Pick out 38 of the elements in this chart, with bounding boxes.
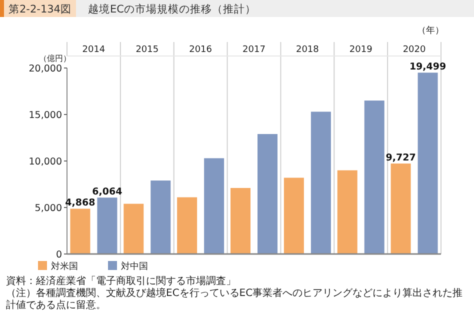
bar — [150, 180, 171, 254]
legend-label: 対米国 — [51, 261, 78, 272]
bar — [70, 208, 90, 254]
legend-label: 対中国 — [121, 261, 148, 272]
x-tick-label: 2015 — [136, 45, 159, 55]
text: （注）各種調査機関、文献及び越境ECを行っているEC事業者へのヒアリングなどにより算出された推計値である点に留意。 — [6, 288, 464, 312]
chart-title: 越境ECの市場規模の推移（推計） — [88, 2, 256, 16]
bar — [204, 158, 224, 254]
y-tick-label: 10,000 — [28, 156, 62, 168]
bar — [364, 100, 384, 254]
y-tick-label: 0 — [56, 250, 62, 260]
chart-subtitle: 第2-2-134図 — [8, 4, 72, 16]
x-tick-label: 2016 — [189, 45, 212, 55]
bar — [124, 204, 144, 254]
bar — [284, 178, 304, 254]
x-axis-title: （年） — [417, 25, 444, 36]
text: 資料：経済産業省「電子商取引に関する市場調査」 — [6, 276, 237, 288]
x-tick-label: 2020 — [402, 45, 426, 55]
bar — [418, 72, 438, 254]
y-axis-title: （億円） — [39, 54, 71, 63]
x-tick-label: 2017 — [242, 45, 266, 55]
data-label: 9,727 — [386, 152, 416, 164]
bar — [310, 112, 331, 254]
data-label: 4,868 — [65, 198, 96, 209]
x-tick-label: 2018 — [296, 45, 320, 55]
bar — [97, 198, 118, 254]
y-tick-label: 20,000 — [28, 64, 62, 74]
y-tick-label: 5,000 — [34, 203, 62, 214]
bar — [230, 188, 250, 254]
bar — [258, 134, 278, 254]
x-tick-label: 2014 — [82, 45, 106, 55]
bar — [177, 197, 198, 254]
bar — [337, 170, 358, 254]
y-tick-label: 15,000 — [28, 110, 62, 121]
x-tick-label: 2019 — [349, 45, 373, 55]
data-label: 6,064 — [92, 186, 123, 198]
data-label: 19,499 — [409, 62, 446, 73]
bar — [390, 164, 411, 254]
